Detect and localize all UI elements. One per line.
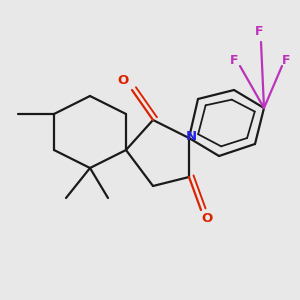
Text: F: F (282, 53, 291, 67)
Text: O: O (201, 212, 213, 226)
Text: F: F (255, 25, 264, 38)
Text: F: F (230, 53, 238, 67)
Text: O: O (117, 74, 129, 88)
Text: N: N (186, 130, 197, 143)
